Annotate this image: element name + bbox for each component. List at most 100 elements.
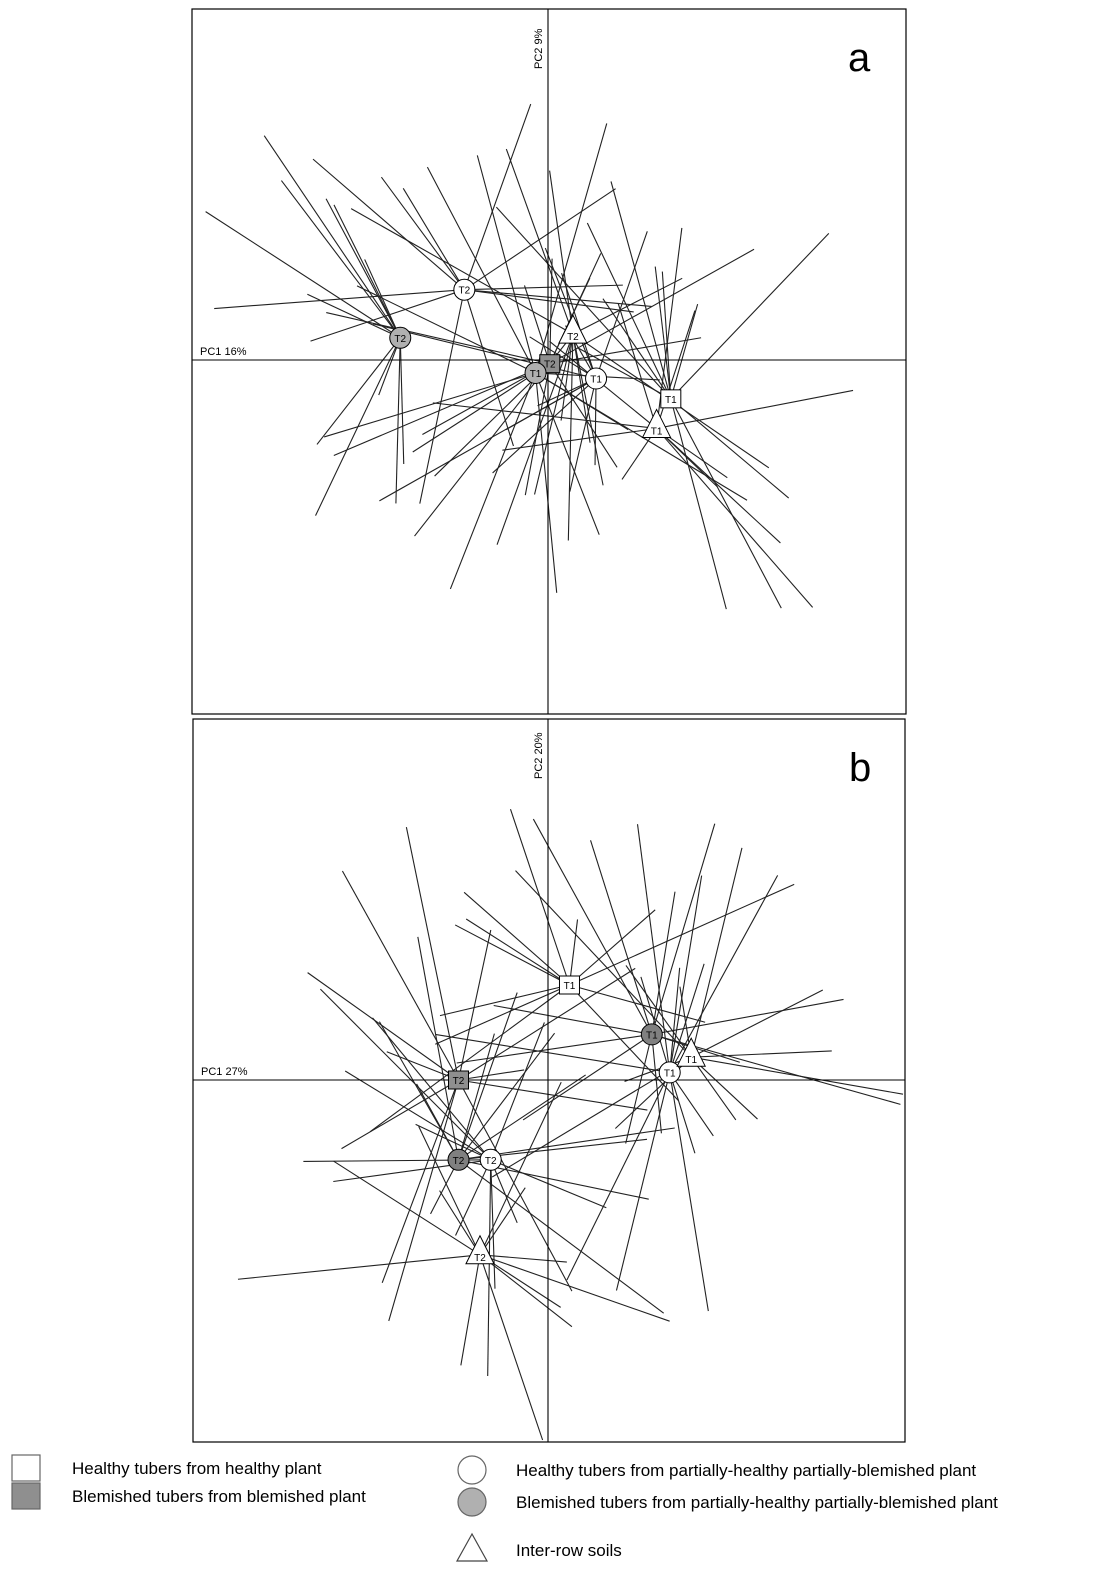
spoke-line (323, 372, 536, 438)
spoke-line (415, 1123, 491, 1161)
spoke-line (566, 1072, 671, 1281)
spoke-line (690, 1056, 758, 1120)
spoke-line (237, 1254, 481, 1280)
legend-item-partial-blemished: Blemished tubers from partially-healthy … (457, 1487, 998, 1517)
partial-blemished-t1-marker (524, 361, 547, 384)
healthy-plant-t1-marker (558, 975, 580, 995)
spoke-line (372, 1017, 492, 1161)
spoke-line (669, 1072, 714, 1137)
spoke-line (307, 293, 401, 339)
legend-label: Healthy tubers from healthy plant (72, 1459, 322, 1478)
spoke-line (456, 1033, 652, 1064)
spoke-line (656, 389, 854, 429)
spoke-line (435, 1033, 670, 1073)
spoke-line (458, 967, 636, 1081)
spoke-line (572, 277, 683, 335)
spoke-line (464, 289, 652, 307)
spoke-line (458, 1079, 573, 1292)
spoke-line (691, 1056, 904, 1095)
spoke-line (350, 208, 574, 335)
spoke-line (670, 303, 699, 399)
spoke-line (418, 1126, 481, 1256)
spoke-line (651, 891, 676, 1035)
spoke-line (615, 1072, 671, 1291)
spoke-line (656, 428, 814, 608)
spoke-line (426, 166, 537, 374)
spoke-line (214, 289, 465, 310)
spoke-line (590, 840, 653, 1035)
spoke-line (669, 875, 779, 1073)
marker-label: T2 (567, 332, 579, 343)
spoke-line (460, 1254, 481, 1366)
spoke-line (307, 972, 459, 1081)
spoke-line (636, 824, 671, 1073)
spoke-line (457, 992, 518, 1160)
spoke-line (522, 1033, 653, 1121)
legend-swatch (457, 1487, 487, 1517)
inter-row-soil-t1-marker (641, 408, 672, 438)
y-axis-label: PC2 9% (533, 28, 545, 69)
spoke-line (569, 909, 656, 986)
legend-item-healthy-plant: Healthy tubers from healthy plant (11, 1454, 322, 1482)
spoke-line (669, 1072, 709, 1312)
spoke-line (490, 1159, 496, 1289)
spoke-line (412, 372, 536, 453)
spoke-line (670, 398, 727, 610)
y-axis-label: PC2 20% (533, 732, 545, 779)
legend-label: Blemished tubers from partially-healthy … (516, 1493, 998, 1512)
panel-b: PC1 27% PC2 20% b T1 T2 T1 T2 T1 T2 T1 T2 (192, 718, 906, 1443)
spoke-line (458, 1159, 665, 1314)
spoke-line (651, 823, 716, 1035)
spoke-line (454, 924, 570, 986)
spoke-line (419, 289, 465, 504)
marker-label: T1 (664, 1068, 676, 1079)
spoke-line (502, 427, 657, 451)
spoke-line (395, 337, 401, 504)
spoke-line (205, 211, 401, 339)
spoke-line (316, 337, 401, 445)
legend-label: Blemished tubers from blemished plant (72, 1487, 366, 1506)
spoke-line (457, 1033, 495, 1160)
spoke-line (491, 1056, 692, 1178)
legend-item-inter-row-soil: Inter-row soils (455, 1532, 622, 1562)
partial-healthy-t1-marker (585, 367, 608, 390)
spoke-line (495, 206, 672, 400)
spoke-line (670, 398, 782, 609)
spoke-line (457, 929, 492, 1081)
spoke-line (549, 363, 618, 468)
partial-healthy-t2-marker (479, 1148, 502, 1171)
spoke-line (492, 378, 597, 474)
spoke-line (568, 919, 579, 986)
marker-label: T2 (453, 1156, 465, 1167)
spoke-line (380, 176, 465, 291)
spoke-line (378, 1021, 459, 1161)
spoke-line (455, 1159, 492, 1236)
legend-item-blemished-plant: Blemished tubers from blemished plant (11, 1482, 366, 1510)
marker-label: T2 (485, 1156, 497, 1167)
partial-blemished-t2-marker (389, 326, 412, 349)
spoke-line (572, 334, 591, 443)
spoke-line (569, 984, 706, 1023)
spoke-line (399, 337, 405, 465)
legend-swatch (457, 1455, 487, 1485)
spoke-line (549, 253, 602, 364)
spoke-line (344, 1070, 492, 1161)
spoke-line (670, 232, 830, 400)
partial-healthy-t2-marker (453, 278, 476, 301)
spoke-line (524, 363, 551, 496)
marker-label: T1 (646, 1030, 658, 1041)
spoke-line (341, 1079, 459, 1150)
marker-label: T2 (474, 1253, 486, 1264)
spoke-line (263, 135, 401, 339)
spoke-line (490, 1022, 545, 1161)
inter-row-soil-t2-marker (558, 313, 588, 344)
spoke-line (625, 965, 692, 1058)
spoke-line (341, 870, 459, 1081)
spoke-line (476, 155, 537, 374)
spoke-line (549, 248, 755, 365)
spoke-line (479, 1187, 526, 1256)
spoke-line (479, 1254, 670, 1322)
